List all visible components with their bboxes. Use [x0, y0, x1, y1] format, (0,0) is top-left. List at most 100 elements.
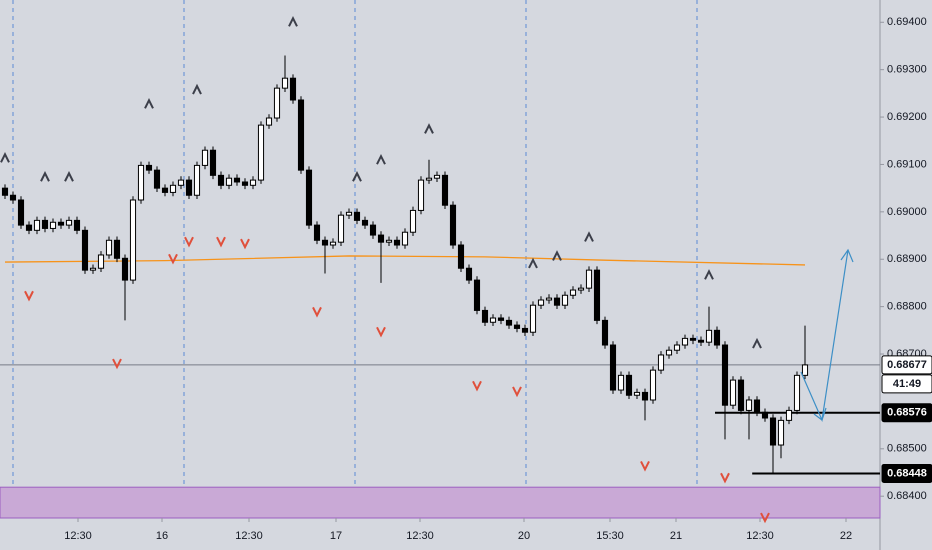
candle-body	[793, 374, 801, 411]
candle-body	[289, 77, 297, 101]
level-label-box	[881, 403, 932, 423]
candle-body	[313, 224, 321, 241]
candle-body	[233, 177, 241, 183]
y-tick-label: 0.68500	[887, 443, 927, 455]
arrow-head	[813, 407, 827, 421]
fractal-up	[40, 171, 50, 182]
countdown-label-box	[881, 374, 932, 394]
countdown-label: 41:49	[893, 378, 921, 390]
candle-body	[729, 379, 737, 406]
fractal-up	[552, 250, 562, 261]
candle-body	[569, 289, 577, 296]
fractal-down	[240, 238, 250, 250]
fractal-up	[64, 171, 74, 182]
candle-body	[529, 304, 537, 333]
candle-body	[305, 169, 313, 226]
y-tick-label: 0.68900	[887, 253, 927, 265]
price-label-box	[881, 355, 932, 375]
candle-body	[209, 149, 217, 176]
fractal-up	[352, 171, 362, 182]
arrow-head	[840, 248, 854, 263]
candle-body	[665, 349, 673, 356]
candle-body	[761, 411, 769, 419]
candle-body	[137, 164, 145, 201]
candle-body	[497, 317, 505, 321]
candle-body	[73, 219, 81, 231]
candle-body	[713, 329, 721, 346]
fractal-down	[376, 326, 386, 338]
candle-body	[121, 257, 129, 281]
fractal-down	[184, 236, 194, 248]
y-tick-label: 0.68400	[887, 490, 927, 502]
candle-body	[457, 244, 465, 269]
candle-body	[193, 164, 201, 196]
candle-body	[353, 211, 361, 221]
candle-body	[745, 399, 753, 411]
candle-body	[785, 409, 793, 421]
candle-body	[641, 391, 649, 401]
x-tick-label: 16	[156, 530, 168, 542]
candle-body	[329, 241, 337, 246]
candle-body	[777, 419, 785, 446]
fractal-down	[168, 253, 178, 265]
candle-body	[705, 329, 713, 343]
candle-body	[345, 211, 353, 216]
candle-body	[737, 379, 745, 411]
candle-body	[625, 374, 633, 396]
x-tick-label: 12:30	[746, 530, 774, 542]
x-tick-label: 17	[330, 530, 342, 542]
candle-body	[9, 194, 17, 201]
candle-body	[361, 219, 369, 226]
fractal-down	[24, 290, 34, 302]
candle-body	[577, 287, 585, 291]
candle-body	[649, 369, 657, 401]
candle-body	[425, 177, 433, 181]
candle-body	[521, 327, 529, 333]
candle-body	[65, 219, 73, 226]
candle-body	[393, 239, 401, 246]
candle-body	[473, 279, 481, 311]
candle-body	[417, 179, 425, 211]
fractal-up	[704, 269, 714, 280]
candle-body	[169, 184, 177, 193]
candle-body	[505, 319, 513, 326]
fractal-up	[528, 257, 538, 269]
candle-body	[249, 179, 257, 186]
candle-body	[273, 87, 281, 119]
candle-body	[257, 124, 265, 181]
candle-body	[553, 297, 561, 306]
candle-body	[753, 399, 761, 413]
candle-body	[201, 149, 209, 166]
candle-body	[177, 179, 185, 186]
x-tick-label: 15:30	[596, 530, 624, 542]
candle-body	[89, 267, 97, 271]
y-tick-label: 0.69000	[887, 206, 927, 218]
fractal-up	[424, 123, 434, 134]
y-tick-label: 0.69300	[887, 64, 927, 76]
candle-body	[697, 339, 705, 343]
fractal-down	[720, 472, 730, 484]
candle-body	[297, 99, 305, 171]
candle-body	[537, 299, 545, 306]
fractal-up	[288, 16, 298, 27]
candle-body	[721, 344, 729, 406]
level-label-box	[881, 463, 932, 483]
level-label: 0.68576	[887, 407, 927, 419]
candle-body	[593, 269, 601, 321]
candle-body	[481, 309, 489, 323]
fractal-down	[216, 236, 226, 248]
candle-body	[769, 417, 777, 446]
moving-average	[4, 255, 806, 266]
candle-body	[657, 354, 665, 371]
candle-body	[145, 164, 153, 171]
candle-body	[49, 221, 57, 229]
candle-body	[265, 117, 273, 126]
candle-body	[377, 234, 385, 243]
candle-body	[81, 229, 89, 271]
candle-body	[25, 224, 33, 231]
x-tick-label: 22	[840, 530, 852, 542]
candle-body	[601, 319, 609, 346]
candle-body	[489, 317, 497, 323]
candle-body	[281, 77, 289, 89]
